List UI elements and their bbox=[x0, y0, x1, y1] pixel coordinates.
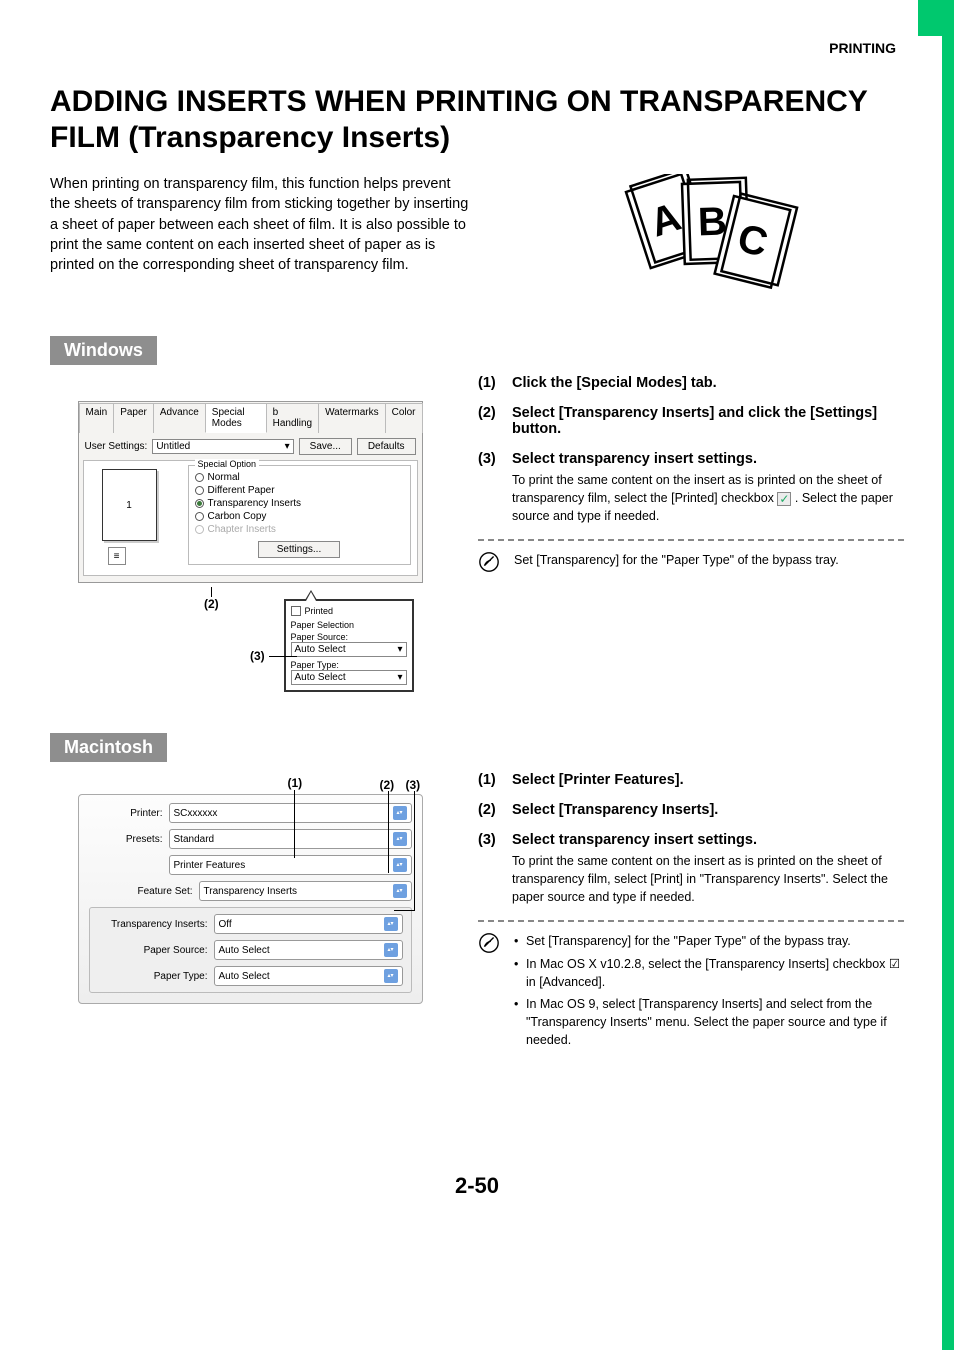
settings-popup: Printed Paper Selection Paper Source: Au… bbox=[284, 599, 414, 692]
radio-carbon-copy[interactable]: Carbon Copy bbox=[195, 511, 404, 522]
mac-featureset-select[interactable]: Transparency Inserts▴▾ bbox=[199, 881, 412, 901]
printed-checkbox-row[interactable]: Printed bbox=[291, 606, 407, 616]
intro-row: When printing on transparency film, this… bbox=[50, 174, 904, 314]
windows-dialog: Main Paper Advance Special Modes b Handl… bbox=[78, 401, 423, 583]
user-settings-label: User Settings: bbox=[85, 441, 148, 452]
callout-2: (2) bbox=[204, 587, 219, 611]
windows-tabs: Main Paper Advance Special Modes b Handl… bbox=[79, 402, 422, 433]
mac-printer-row: Printer: SCxxxxxx▴▾ bbox=[89, 803, 412, 823]
windows-label: Windows bbox=[50, 336, 157, 365]
paper-type-select[interactable]: Auto Select▾ bbox=[291, 670, 407, 685]
paper-selection-label: Paper Selection bbox=[291, 620, 407, 630]
intro-text: When printing on transparency film, this… bbox=[50, 174, 470, 314]
mac-panel: Transparency Inserts: Off▴▾ Paper Source… bbox=[89, 907, 412, 993]
mac-dialog-wrap: (1) (2) (3) Printer: SCxxxxxx▴▾ bbox=[78, 778, 423, 1004]
radio-normal[interactable]: Normal bbox=[195, 472, 404, 483]
win-step-2: (2) Select [Transparency Inserts] and cl… bbox=[478, 405, 904, 441]
radio-transparency-inserts[interactable]: Transparency Inserts bbox=[195, 498, 404, 509]
tab-watermarks[interactable]: Watermarks bbox=[318, 403, 386, 433]
mac-section: (1) (2) (3) Printer: SCxxxxxx▴▾ bbox=[50, 772, 904, 1053]
mac-section-select[interactable]: Printer Features▴▾ bbox=[169, 855, 412, 875]
win-step-3: (3) Select transparency insert settings.… bbox=[478, 451, 904, 525]
section-header: PRINTING bbox=[50, 40, 904, 56]
save-button[interactable]: Save... bbox=[299, 438, 352, 455]
tab-main[interactable]: Main bbox=[79, 403, 115, 433]
note-icon bbox=[478, 932, 504, 1053]
windows-dialog-wrap: (1) Main Paper Advance Special Modes b H… bbox=[50, 401, 450, 703]
macintosh-label: Macintosh bbox=[50, 733, 167, 762]
radio-chapter-inserts: Chapter Inserts bbox=[195, 524, 404, 535]
page-preview: 1 ≡ bbox=[90, 465, 180, 565]
user-settings-select[interactable]: Untitled▾ bbox=[152, 439, 293, 454]
mac-step-2: (2) Select [Transparency Inserts]. bbox=[478, 802, 904, 822]
radio-different-paper[interactable]: Different Paper bbox=[195, 485, 404, 496]
defaults-button[interactable]: Defaults bbox=[357, 438, 416, 455]
mac-paper-type-select[interactable]: Auto Select▴▾ bbox=[214, 966, 403, 986]
win-step-3-detail: To print the same content on the insert … bbox=[512, 471, 904, 525]
windows-note: Set [Transparency] for the "Paper Type" … bbox=[478, 539, 904, 578]
group-title: Special Option bbox=[195, 459, 260, 469]
abc-illustration: A B C bbox=[500, 174, 904, 314]
mac-note: Set [Transparency] for the "Paper Type" … bbox=[478, 920, 904, 1053]
page-edge-decoration bbox=[942, 0, 954, 1350]
preview-icon: ≡ bbox=[108, 547, 126, 565]
settings-button[interactable]: Settings... bbox=[258, 541, 340, 558]
page-corner-decoration bbox=[918, 0, 954, 36]
paper-source-select[interactable]: Auto Select▾ bbox=[291, 642, 407, 657]
paper-source-label: Paper Source: bbox=[291, 632, 407, 642]
mac-presets-row: Presets: Standard▴▾ bbox=[89, 829, 412, 849]
tab-paper[interactable]: Paper bbox=[113, 403, 154, 433]
paper-type-label: Paper Type: bbox=[291, 660, 407, 670]
tab-color[interactable]: Color bbox=[385, 403, 423, 433]
tab-special-modes[interactable]: Special Modes bbox=[205, 403, 267, 433]
user-settings-row: User Settings: Untitled▾ Save... Default… bbox=[79, 433, 422, 460]
mac-step-3: (3) Select transparency insert settings.… bbox=[478, 832, 904, 906]
windows-steps: (1) Click the [Special Modes] tab. (2) S… bbox=[478, 375, 904, 703]
mac-callout-1: (1) bbox=[288, 776, 303, 858]
checkbox-icon bbox=[777, 492, 791, 506]
mac-dialog: Printer: SCxxxxxx▴▾ Presets: Standard▴▾ … bbox=[78, 794, 423, 1004]
tab-handling[interactable]: b Handling bbox=[266, 403, 319, 433]
tab-advance[interactable]: Advance bbox=[153, 403, 206, 433]
callout-3: (3) bbox=[250, 649, 297, 663]
page-content: PRINTING ADDING INSERTS WHEN PRINTING ON… bbox=[0, 0, 954, 1239]
page-title: ADDING INSERTS WHEN PRINTING ON TRANSPAR… bbox=[50, 84, 904, 156]
printed-checkbox[interactable] bbox=[291, 606, 301, 616]
windows-dialog-body: 1 ≡ Special Option Normal Different Pape… bbox=[83, 460, 418, 576]
special-option-group: Special Option Normal Different Paper Tr… bbox=[188, 465, 411, 565]
mac-note-list: Set [Transparency] for the "Paper Type" … bbox=[514, 932, 904, 1053]
mac-section-row: Printer Features▴▾ bbox=[89, 855, 412, 875]
mac-paper-source-select[interactable]: Auto Select▴▾ bbox=[214, 940, 403, 960]
mac-featureset-row: Feature Set: Transparency Inserts▴▾ bbox=[129, 881, 412, 901]
note-icon bbox=[478, 551, 504, 578]
preview-page: 1 bbox=[102, 469, 157, 541]
mac-transp-select[interactable]: Off▴▾ bbox=[214, 914, 403, 934]
mac-steps: (1) Select [Printer Features]. (2) Selec… bbox=[478, 772, 904, 1053]
windows-section: (1) Main Paper Advance Special Modes b H… bbox=[50, 375, 904, 703]
page-number: 2-50 bbox=[50, 1173, 904, 1239]
win-step-1: (1) Click the [Special Modes] tab. bbox=[478, 375, 904, 395]
mac-step-1: (1) Select [Printer Features]. bbox=[478, 772, 904, 792]
